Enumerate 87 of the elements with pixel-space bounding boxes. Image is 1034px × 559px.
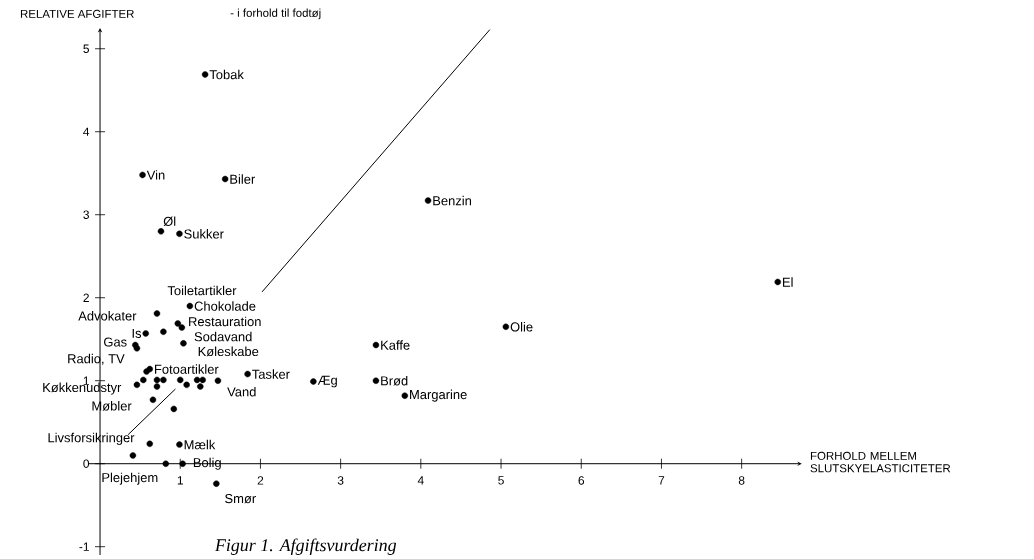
annotation: Restauration [189,316,261,327]
point [129,452,137,459]
point [372,341,380,349]
annotation: Sukker [184,229,224,239]
annotation: Smør [225,493,256,504]
point [153,383,161,390]
annotation: Benzin [433,195,472,206]
point [774,278,781,286]
y-axis-title: RELATIVE AFGIFTER [20,9,134,18]
point [244,370,251,378]
point [180,340,187,347]
annotation: Radio, TV [68,353,125,365]
annotation: El [783,277,793,287]
y-tick-label: 0 [83,459,90,468]
point [176,230,183,238]
y-tick-label: 3 [83,210,89,219]
text: Figur 1. Afgiftsvurdering [214,538,397,555]
annotation: Brød [381,375,408,386]
point [153,376,161,384]
point [133,381,141,389]
annotation: Margarine [410,389,467,402]
annotation: Øl [163,216,176,227]
x-tick-label: 3 [337,476,344,485]
point [372,377,380,384]
annotation: Æg [317,375,337,388]
point [160,376,167,384]
point [177,376,184,384]
point [310,378,317,385]
annotation: Biler [230,174,256,184]
annotation: Vand [227,386,256,397]
point [139,171,146,179]
annotation: Mælk [184,439,216,450]
annotation: Livsforsikringer [48,432,135,445]
point [174,320,182,327]
point [133,345,141,352]
point [157,228,165,235]
point [160,328,167,335]
point [502,323,510,330]
y-tick-label: 4 [83,127,90,136]
annotation: Gas [104,337,127,347]
point [193,376,201,384]
point [186,302,194,310]
point [197,383,204,390]
point [424,197,432,204]
point [221,175,229,183]
x-tick-label: 2 [257,476,264,485]
point [213,480,220,487]
point [162,460,169,467]
annotation: Chokolade [194,301,256,311]
annotation: Olie [510,322,533,332]
annotation: Tasker [252,369,290,379]
point [401,392,408,399]
point [179,460,186,467]
point [149,396,157,403]
annotation: Tobak [209,69,244,80]
annotation: Advokater [78,310,137,321]
point [199,376,206,384]
x-tick-label: 8 [738,476,745,485]
point [142,330,149,337]
point [176,441,183,448]
y-tick-label: 2 [83,293,89,302]
point [170,405,178,413]
x-tick-label: 1 [177,476,183,485]
x-tick-label: 5 [498,476,504,485]
annotation: Sodavand [194,331,252,342]
annotation: Vin [146,170,165,180]
annotation: Plejehjem [102,472,158,485]
x-tick-label: 4 [417,476,424,485]
y-tick-label: 5 [83,44,89,53]
point [183,381,190,389]
point [214,377,222,384]
annotation: Is [132,328,142,338]
annotation: Køleskabe [198,346,259,357]
annotation: Møbler [92,401,132,411]
annotation: Toiletartikler [167,285,237,296]
point [178,324,186,331]
point [140,376,147,384]
x-tick-label: 7 [658,476,665,485]
y-tick-label: -1 [79,542,89,551]
x-tick-label: 6 [578,476,585,485]
point [201,71,209,78]
annotation: Fotoartikler [155,364,219,374]
x-axis-title: FORHOLD MELLEM SLUTSKYELASTICITETER [810,451,951,473]
point [153,310,161,317]
chart-subtitle: - i forhold til fodtøj [230,8,321,20]
annotation: Kaffe [381,340,410,350]
point [146,440,153,447]
